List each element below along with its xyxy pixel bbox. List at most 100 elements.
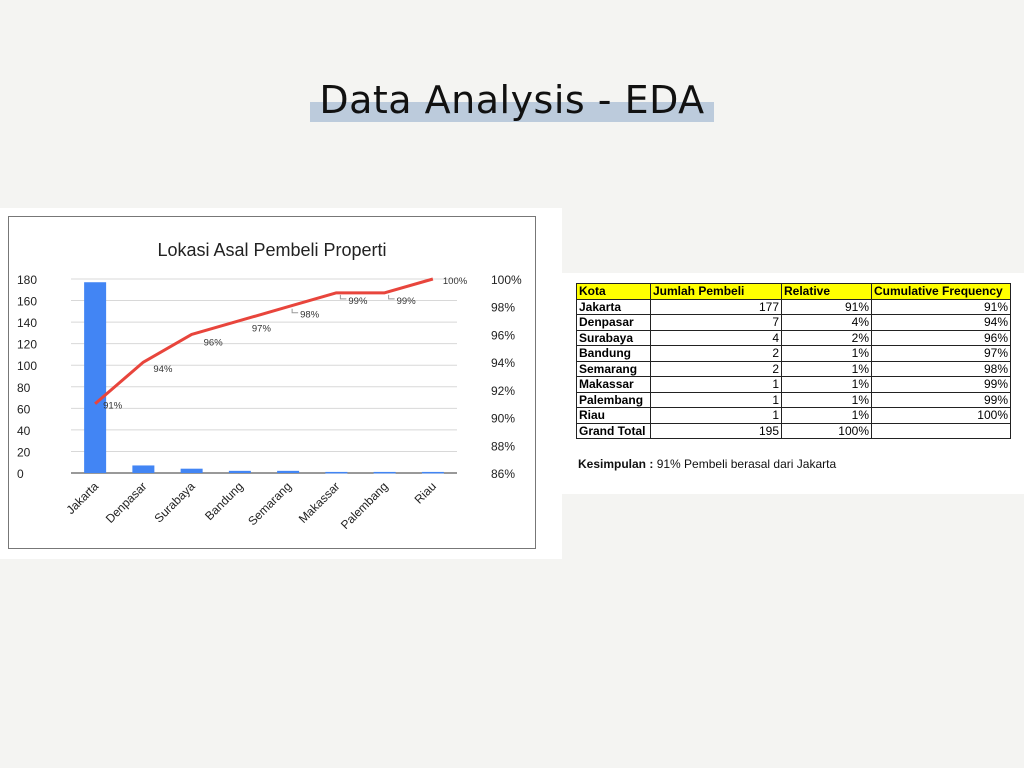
line-data-label: 100% bbox=[443, 276, 468, 287]
label-leader bbox=[388, 294, 395, 300]
cell-kota: Bandung bbox=[576, 345, 651, 362]
line-data-label: 96% bbox=[204, 337, 224, 348]
y2-tick-label: 86% bbox=[491, 467, 515, 481]
y-tick-label: 180 bbox=[17, 273, 37, 287]
pareto-chart: Lokasi Asal Pembeli Properti 0 20 40 60 80 100… bbox=[17, 240, 522, 532]
cell-cumulative-frequency bbox=[871, 422, 1011, 439]
x-tick-label: Riau bbox=[412, 479, 439, 506]
cell-relative: 1% bbox=[781, 345, 872, 362]
cell-relative: 1% bbox=[781, 360, 872, 377]
header-relative: Relative bbox=[781, 283, 872, 300]
cell-jumlah-pembeli: 4 bbox=[650, 329, 782, 346]
y-tick-label: 100 bbox=[17, 359, 37, 373]
conclusion-text: 91% Pembeli berasal dari Jakarta bbox=[653, 457, 837, 471]
frequency-table: Kota Jumlah Pembeli Relative Cumulative … bbox=[576, 283, 1011, 439]
y-tick-label: 0 bbox=[17, 467, 24, 481]
chart-title: Lokasi Asal Pembeli Properti bbox=[157, 240, 386, 260]
y2-tick-label: 88% bbox=[491, 439, 515, 453]
y-tick-label: 80 bbox=[17, 381, 31, 395]
table-row: Grand Total 195 100% bbox=[576, 422, 1011, 439]
line-data-label: 97% bbox=[252, 324, 272, 335]
cell-kota: Grand Total bbox=[576, 422, 651, 439]
cell-kota: Surabaya bbox=[576, 329, 651, 346]
header-cumulative-frequency: Cumulative Frequency bbox=[871, 283, 1011, 300]
x-tick-label: Surabaya bbox=[152, 479, 198, 525]
cell-jumlah-pembeli: 1 bbox=[650, 391, 782, 408]
x-tick-label: Palembang bbox=[338, 479, 391, 532]
table-row: Palembang 1 1% 99% bbox=[576, 391, 1011, 408]
cell-relative: 4% bbox=[781, 314, 872, 331]
cell-relative: 2% bbox=[781, 329, 872, 346]
title-highlight bbox=[310, 102, 714, 122]
y2-tick-label: 98% bbox=[491, 301, 515, 315]
y-tick-label: 120 bbox=[17, 338, 37, 352]
cell-cumulative-frequency: 100% bbox=[871, 407, 1011, 424]
cell-kota: Palembang bbox=[576, 391, 651, 408]
table-header-row: Kota Jumlah Pembeli Relative Cumulative … bbox=[576, 283, 1011, 300]
y2-tick-label: 94% bbox=[491, 356, 515, 370]
line-data-label: 99% bbox=[348, 296, 368, 307]
cell-cumulative-frequency: 94% bbox=[871, 314, 1011, 331]
bar bbox=[228, 470, 251, 473]
cell-jumlah-pembeli: 2 bbox=[650, 360, 782, 377]
bar bbox=[84, 282, 107, 473]
cell-relative: 91% bbox=[781, 298, 872, 315]
bar bbox=[180, 468, 203, 473]
line-data-label: 99% bbox=[397, 296, 417, 307]
y-tick-label: 160 bbox=[17, 295, 37, 309]
line-data-label: 98% bbox=[300, 310, 320, 321]
table-row: Denpasar 7 4% 94% bbox=[576, 314, 1011, 331]
table-row: Makassar 1 1% 99% bbox=[576, 376, 1011, 393]
header-jumlah-pembeli: Jumlah Pembeli bbox=[650, 283, 782, 300]
bar bbox=[421, 471, 444, 474]
chart-frame: Lokasi Asal Pembeli Properti 0 20 40 60 80 100… bbox=[8, 216, 536, 549]
cell-cumulative-frequency: 96% bbox=[871, 329, 1011, 346]
cell-kota: Semarang bbox=[576, 360, 651, 377]
x-tick-label: Semarang bbox=[245, 479, 294, 528]
cell-cumulative-frequency: 98% bbox=[871, 360, 1011, 377]
cell-cumulative-frequency: 99% bbox=[871, 376, 1011, 393]
y-tick-label: 40 bbox=[17, 424, 31, 438]
y2-tick-label: 100% bbox=[491, 273, 522, 287]
table-card: Kota Jumlah Pembeli Relative Cumulative … bbox=[562, 273, 1024, 494]
table-row: Surabaya 4 2% 96% bbox=[576, 329, 1011, 346]
cell-jumlah-pembeli: 1 bbox=[650, 376, 782, 393]
cell-relative: 1% bbox=[781, 376, 872, 393]
bar bbox=[325, 471, 348, 474]
y2-tick-label: 90% bbox=[491, 412, 515, 426]
cell-jumlah-pembeli: 2 bbox=[650, 345, 782, 362]
cell-jumlah-pembeli: 7 bbox=[650, 314, 782, 331]
x-tick-label: Makassar bbox=[296, 479, 343, 526]
y-tick-label: 60 bbox=[17, 402, 31, 416]
slide-title: Data Analysis - EDA bbox=[319, 78, 705, 122]
cumulative-line bbox=[94, 277, 434, 405]
cell-cumulative-frequency: 91% bbox=[871, 298, 1011, 315]
cell-kota: Jakarta bbox=[576, 298, 651, 315]
cell-jumlah-pembeli: 1 bbox=[650, 407, 782, 424]
conclusion: Kesimpulan : 91% Pembeli berasal dari Ja… bbox=[578, 457, 836, 471]
line-data-label: 91% bbox=[103, 401, 123, 412]
cell-relative: 1% bbox=[781, 391, 872, 408]
bar bbox=[373, 471, 396, 474]
chart-card: Lokasi Asal Pembeli Properti 0 20 40 60 80 100… bbox=[0, 208, 562, 559]
header-kota: Kota bbox=[576, 283, 651, 300]
table-row: Bandung 2 1% 97% bbox=[576, 345, 1011, 362]
y2-tick-label: 92% bbox=[491, 384, 515, 398]
y2-tick-label: 96% bbox=[491, 328, 515, 342]
y-tick-label: 20 bbox=[17, 445, 31, 459]
cell-cumulative-frequency: 97% bbox=[871, 345, 1011, 362]
x-tick-label: Jakarta bbox=[64, 479, 102, 517]
table-row: Jakarta 177 91% 91% bbox=[576, 298, 1011, 315]
cell-kota: Riau bbox=[576, 407, 651, 424]
bar bbox=[132, 465, 155, 473]
table-row: Semarang 2 1% 98% bbox=[576, 360, 1011, 377]
table-row: Riau 1 1% 100% bbox=[576, 407, 1011, 424]
cell-kota: Denpasar bbox=[576, 314, 651, 331]
cell-kota: Makassar bbox=[576, 376, 651, 393]
x-tick-label: Denpasar bbox=[103, 479, 150, 526]
bar bbox=[277, 470, 300, 473]
label-leader bbox=[339, 294, 347, 300]
conclusion-label: Kesimpulan : bbox=[578, 457, 654, 471]
y-tick-label: 140 bbox=[17, 316, 37, 330]
label-leader bbox=[291, 308, 299, 314]
